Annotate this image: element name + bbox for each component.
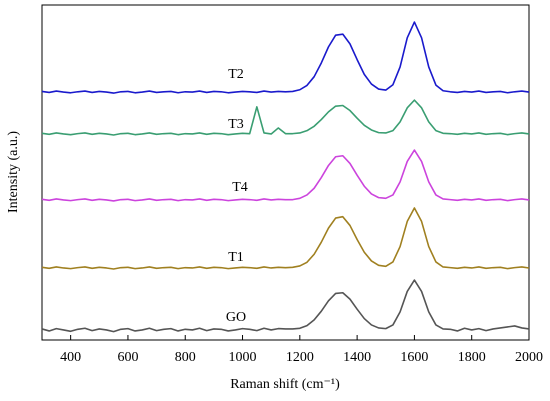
series-label: T4	[232, 180, 248, 195]
x-tick-label: 1200	[286, 350, 314, 365]
series-label: T3	[228, 117, 244, 132]
spectrum-line	[41, 99, 530, 136]
x-tick-label: 1000	[229, 350, 257, 365]
spectrum-line	[41, 21, 530, 94]
x-tick-label: 1800	[458, 350, 486, 365]
spectrum-line	[41, 149, 530, 202]
x-tick-label: 600	[117, 350, 138, 365]
series-label: T1	[228, 250, 244, 265]
x-tick-label: 1400	[343, 350, 371, 365]
y-axis-title: Intensity (a.u.)	[6, 131, 21, 213]
plot-frame	[41, 4, 530, 341]
x-tick-label: 800	[175, 350, 196, 365]
series-label: GO	[226, 310, 246, 325]
x-axis-title: Raman shift (cm⁻¹)	[230, 377, 340, 392]
series-label: T2	[228, 67, 244, 82]
spectrum-line	[41, 279, 530, 333]
spectrum-line	[41, 207, 530, 270]
x-tick-label: 400	[60, 350, 81, 365]
x-tick-label: 1600	[400, 350, 428, 365]
x-tick-label: 2000	[515, 350, 543, 365]
